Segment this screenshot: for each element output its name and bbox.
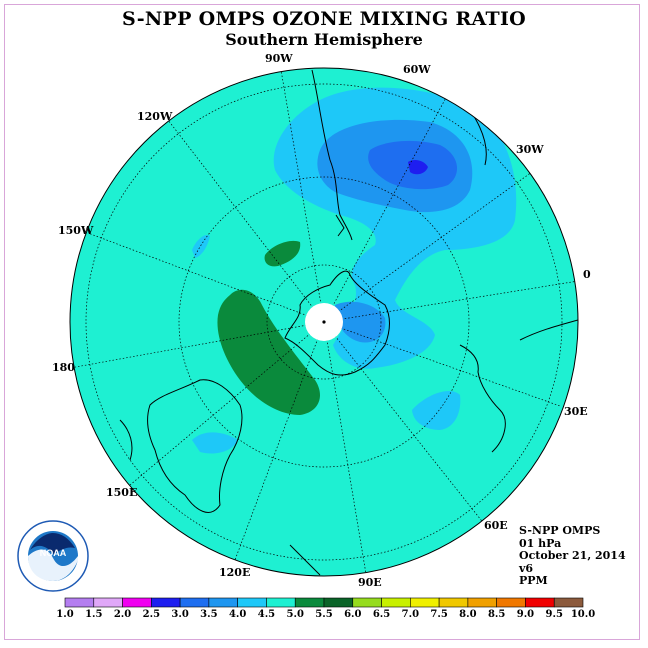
colorbar-tick-label: 8.5 <box>487 609 506 620</box>
colorbar <box>64 597 584 608</box>
meridian-label-30e: 30E <box>564 405 588 418</box>
info-version: v6 <box>519 561 534 575</box>
meridian-label-90w: 90W <box>265 52 293 65</box>
colorbar-tick-label: 9.0 <box>516 609 535 620</box>
page-subtitle: Southern Hemisphere <box>225 30 423 49</box>
colorbar-swatch <box>237 597 267 608</box>
colorbar-tick-label: 2.0 <box>113 609 132 620</box>
ozone-region-2.5-3.0 <box>408 159 428 175</box>
page-title: S-NPP OMPS OZONE MIXING RATIO <box>121 8 527 30</box>
ozone-region-patch-nw <box>192 234 210 258</box>
info-level: 01 hPa <box>519 536 562 550</box>
colorbar-swatch <box>294 597 325 608</box>
meridian-label-150e: 150E <box>106 486 138 499</box>
meridian-label-120w: 120W <box>137 110 173 123</box>
colorbar-swatch <box>208 597 238 608</box>
info-instrument: S-NPP OMPS <box>519 524 601 537</box>
colorbar-tick-label: 3.0 <box>171 609 189 620</box>
info-panel: S-NPP OMPS 01 hPa October 21, 2014 v6 PP… <box>519 524 626 588</box>
ozone-region-patch-west <box>192 432 238 454</box>
ozone-region-patch-east <box>412 390 461 430</box>
colorbar-tick-label: 1.5 <box>85 609 103 620</box>
ozone-region-5.0-5.5-main <box>217 289 320 415</box>
colorbar-swatch <box>122 597 152 608</box>
colorbar-swatch <box>410 597 440 608</box>
meridian-label-120e: 120E <box>219 566 251 579</box>
colorbar-swatch <box>438 597 469 608</box>
meridian-label-90e: 90E <box>358 576 382 589</box>
colorbar-swatch <box>381 597 411 608</box>
ozone-region-3.5-4.0-pole <box>335 301 386 343</box>
colorbar-tick-label: 6.0 <box>344 609 362 620</box>
colorbar-swatch <box>496 597 526 608</box>
colorbar-swatch <box>179 597 210 608</box>
colorbar-tick-label: 3.5 <box>200 609 218 620</box>
meridian-label-180: 180 <box>52 361 75 374</box>
meridian-label-150w: 150W <box>58 224 94 237</box>
graticule <box>70 69 578 575</box>
colorbar-tick-label: 7.5 <box>430 609 448 620</box>
colorbar-tick-label: 8.0 <box>459 609 477 620</box>
colorbar-swatch <box>525 597 555 608</box>
colorbar-swatch <box>352 597 382 608</box>
ozone-region-5.0-5.5-small <box>264 240 301 267</box>
colorbar-swatch <box>93 597 123 608</box>
south-pole-marker <box>322 320 326 324</box>
colorbar-swatch <box>266 597 296 608</box>
colorbar-tick-label: 5.0 <box>286 609 304 620</box>
colorbar-tick-label: 7.0 <box>401 609 420 620</box>
colorbar-swatch <box>553 597 584 608</box>
colorbar-tick-label: 4.0 <box>228 609 247 620</box>
meridian-label-60e: 60E <box>484 519 508 532</box>
meridian-label-0: 0 <box>583 268 591 281</box>
colorbar-tick-label: 5.5 <box>315 609 333 620</box>
colorbar-swatch <box>151 597 181 608</box>
colorbar-tick-label: 2.5 <box>142 609 161 620</box>
colorbar-tick-label: 10.0 <box>570 609 596 620</box>
colorbar-swatch <box>467 597 497 608</box>
frame <box>4 4 640 640</box>
colorbar-tick-label: 6.5 <box>372 609 391 620</box>
logo-text: NOAA <box>40 548 67 558</box>
info-date: October 21, 2014 <box>519 549 626 562</box>
meridian-label-30w: 30W <box>516 143 544 156</box>
colorbar-tick-label: 4.5 <box>257 609 276 620</box>
noaa-logo-icon: NOAA <box>17 520 89 592</box>
colorbar-tick-label: 9.5 <box>545 609 563 620</box>
colorbar-swatch <box>323 597 354 608</box>
colorbar-tick-label: 1.0 <box>56 609 74 620</box>
map-border <box>69 67 579 577</box>
info-units: PPM <box>519 574 548 587</box>
colorbar-swatch <box>64 597 95 608</box>
meridian-label-60w: 60W <box>403 63 431 76</box>
